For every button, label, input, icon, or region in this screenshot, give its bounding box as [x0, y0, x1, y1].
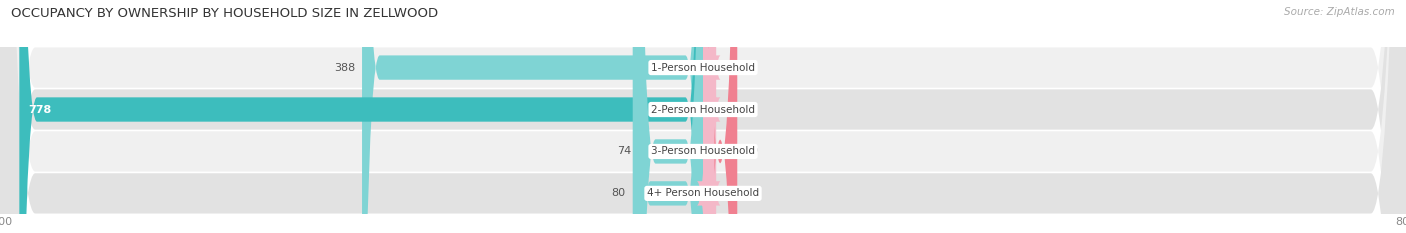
Text: 80: 80 [612, 188, 626, 198]
FancyBboxPatch shape [699, 0, 721, 233]
Text: 3-Person Household: 3-Person Household [651, 147, 755, 156]
Text: 39: 39 [744, 147, 758, 156]
FancyBboxPatch shape [363, 0, 703, 233]
Text: 74: 74 [617, 147, 631, 156]
Text: 12: 12 [721, 63, 735, 72]
FancyBboxPatch shape [696, 0, 721, 233]
Text: 778: 778 [28, 105, 52, 114]
Text: 13: 13 [721, 188, 735, 198]
Text: Source: ZipAtlas.com: Source: ZipAtlas.com [1284, 7, 1395, 17]
Text: OCCUPANCY BY OWNERSHIP BY HOUSEHOLD SIZE IN ZELLWOOD: OCCUPANCY BY OWNERSHIP BY HOUSEHOLD SIZE… [11, 7, 439, 20]
FancyBboxPatch shape [20, 0, 703, 233]
Text: 2-Person Household: 2-Person Household [651, 105, 755, 114]
Text: 15: 15 [723, 105, 737, 114]
Text: 4+ Person Household: 4+ Person Household [647, 188, 759, 198]
Text: 1-Person Household: 1-Person Household [651, 63, 755, 72]
FancyBboxPatch shape [638, 0, 703, 233]
FancyBboxPatch shape [703, 0, 737, 233]
Text: 388: 388 [333, 63, 354, 72]
FancyBboxPatch shape [697, 0, 721, 233]
FancyBboxPatch shape [633, 0, 703, 233]
